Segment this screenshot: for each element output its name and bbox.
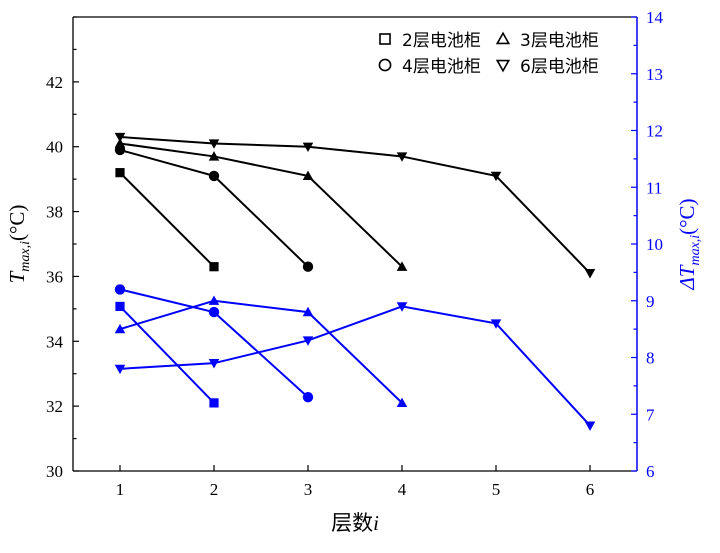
series-line — [119, 142, 403, 268]
left-y-tick-label: 42 — [46, 73, 63, 92]
left-y-tick-label: 40 — [46, 138, 63, 157]
series-right-circle — [114, 284, 314, 403]
legend: 2层电池柜 3层电池柜 4层电池柜 6层电池柜 — [378, 31, 599, 77]
legend-marker — [495, 31, 511, 45]
data-point — [208, 151, 220, 161]
x-tick-label: 1 — [116, 480, 125, 499]
data-point — [396, 397, 408, 408]
data-point — [115, 168, 125, 178]
right-y-tick-label: 6 — [646, 462, 655, 481]
data-point — [208, 359, 220, 369]
data-point — [396, 152, 408, 162]
x-axis-title: 层数i — [331, 511, 379, 535]
legend-marker — [378, 58, 392, 72]
legend-entry: 6层电池柜 — [495, 57, 599, 77]
right-y-tick-label: 12 — [646, 122, 663, 141]
data-point — [396, 302, 408, 312]
x-tick-label: 6 — [586, 480, 595, 499]
data-point — [209, 262, 219, 272]
series-group — [114, 132, 596, 431]
data-point — [302, 170, 314, 181]
left-y-tick-label: 32 — [46, 397, 63, 416]
series-line — [119, 148, 309, 268]
series-right-square — [115, 301, 219, 408]
data-point — [490, 171, 502, 182]
right-y-axis-title: ΔTmax,i(°C) — [675, 198, 703, 290]
series-line — [119, 305, 215, 404]
left-y-tick-label: 34 — [46, 332, 64, 351]
data-point — [396, 261, 408, 271]
left-y-tick-label: 30 — [46, 462, 63, 481]
data-point — [114, 138, 126, 148]
right-y-tick-label: 11 — [646, 178, 662, 197]
series-left-square — [115, 168, 219, 272]
x-tick-label: 2 — [210, 480, 219, 499]
series-right-triangle-down — [114, 302, 596, 431]
data-point — [114, 284, 126, 295]
data-point — [208, 139, 220, 149]
data-point — [114, 323, 126, 334]
data-point — [209, 398, 219, 408]
data-point — [115, 301, 125, 312]
data-point — [302, 392, 314, 403]
left-y-axis-title: Tmax,i(°C) — [5, 205, 33, 284]
legend-marker — [495, 59, 511, 73]
data-point — [490, 319, 502, 329]
legend-label: 2层电池柜 — [402, 31, 481, 51]
legend-entry: 2层电池柜 — [379, 31, 481, 51]
series-line — [119, 299, 403, 404]
legend-label: 6层电池柜 — [520, 57, 599, 77]
right-y-tick-label: 13 — [646, 65, 663, 84]
right-y-tick-label: 14 — [646, 8, 664, 27]
axis-labels: 层数i Tmax,i(°C) ΔTmax,i(°C) — [5, 198, 703, 535]
right-y-tick-label: 8 — [646, 349, 655, 368]
right-y-tick-label: 9 — [646, 292, 655, 311]
series-line — [119, 135, 591, 274]
x-tick-label: 3 — [304, 480, 313, 499]
left-y-tick-label: 38 — [46, 203, 63, 222]
data-point — [302, 336, 314, 346]
series-left-triangle-down — [114, 132, 596, 279]
data-point — [114, 364, 126, 375]
series-line — [119, 171, 215, 268]
series-line — [119, 288, 309, 398]
series-line — [119, 305, 591, 427]
legend-marker — [379, 33, 391, 45]
legend-label: 4层电池柜 — [402, 57, 481, 77]
right-y-tick-label: 10 — [646, 235, 663, 254]
data-point — [302, 261, 314, 272]
legend-entry: 3层电池柜 — [495, 31, 599, 51]
right-y-tick-label: 7 — [646, 405, 655, 424]
legend-entry: 4层电池柜 — [378, 57, 481, 77]
data-point — [302, 142, 314, 153]
x-tick-label: 4 — [398, 480, 407, 499]
legend-label: 3层电池柜 — [520, 31, 599, 51]
series-right-triangle-up — [114, 295, 408, 408]
data-point — [584, 269, 596, 279]
data-point — [114, 132, 126, 143]
x-tick-label: 5 — [492, 480, 501, 499]
data-point — [208, 306, 220, 318]
series-left-triangle-up — [114, 138, 408, 271]
data-point — [114, 144, 126, 156]
data-point — [208, 170, 220, 182]
data-point — [302, 306, 314, 317]
data-point — [584, 421, 596, 431]
series-left-circle — [114, 144, 314, 272]
left-y-tick-label: 36 — [46, 267, 63, 286]
data-point — [208, 295, 220, 305]
